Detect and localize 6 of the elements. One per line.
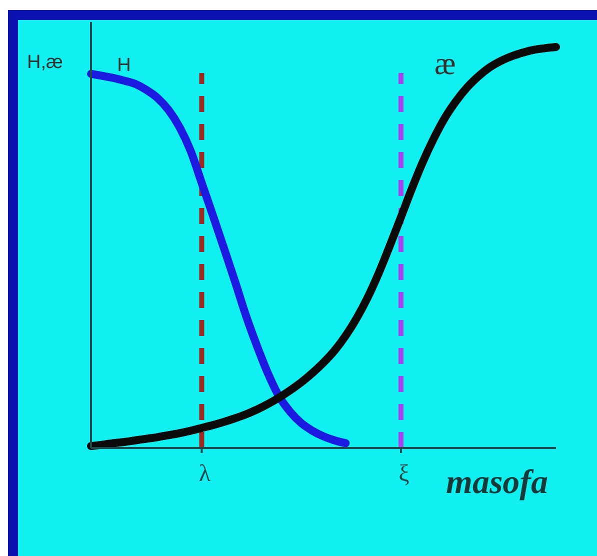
series-label: H <box>117 54 131 76</box>
x-tick-label: ξ <box>398 461 410 487</box>
x-axis-title: masofa <box>446 464 548 501</box>
y-axis-title: H,æ <box>27 52 63 73</box>
x-tick-label: λ <box>198 461 211 487</box>
series-label: æ <box>434 45 456 81</box>
